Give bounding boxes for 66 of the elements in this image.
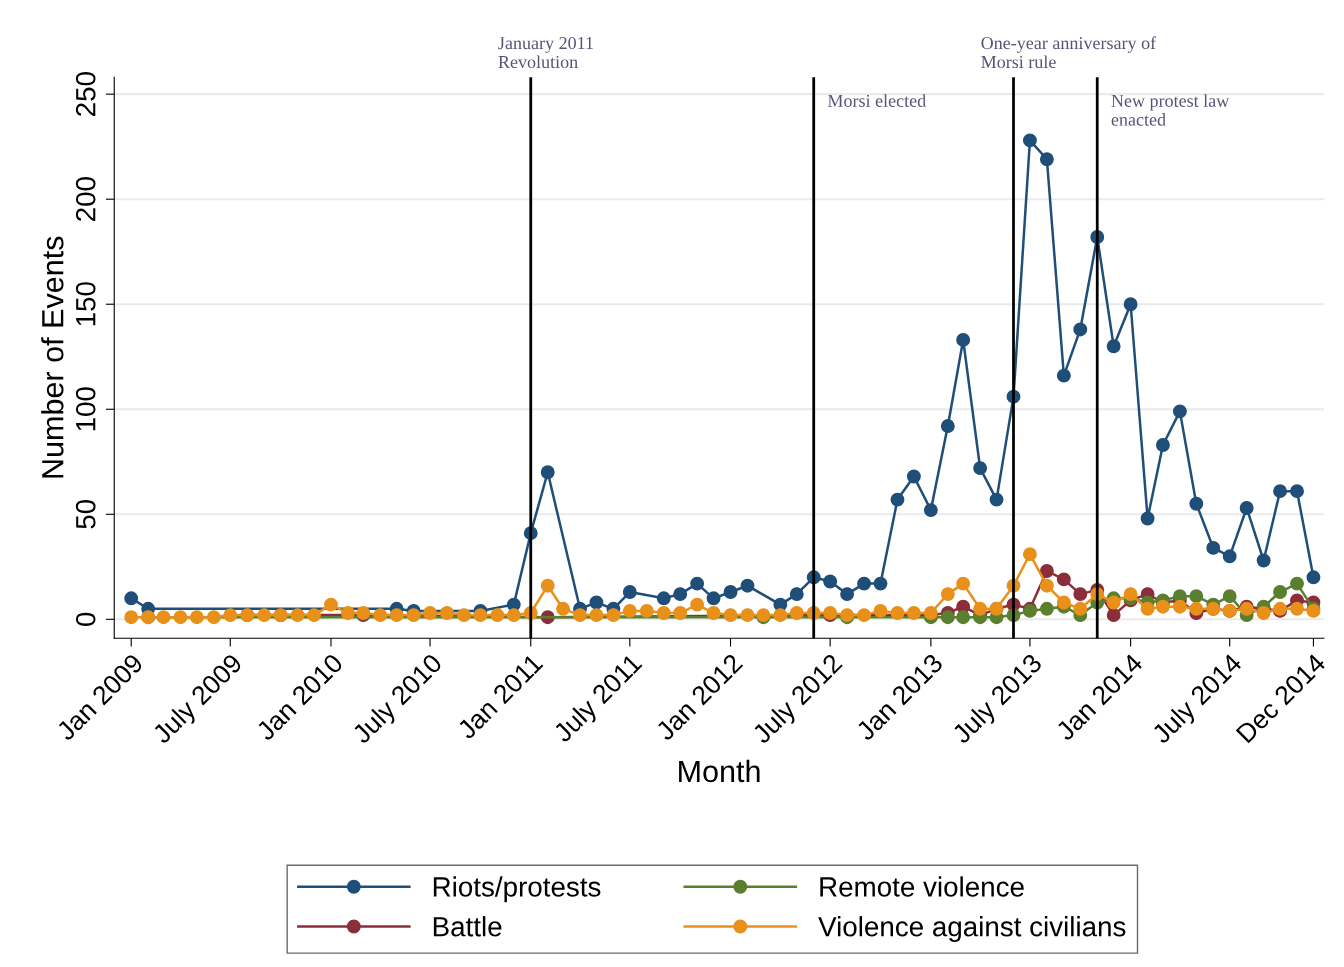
point [857, 576, 872, 591]
point [1056, 368, 1071, 383]
y-tick-label: 0 [75, 612, 96, 626]
legend-label: Riots/protests [433, 876, 601, 903]
point [923, 503, 938, 518]
point [1039, 152, 1054, 167]
point [1172, 404, 1187, 419]
ref-line-label: Morsi elected [827, 94, 926, 107]
point [1155, 438, 1170, 452]
point [1073, 587, 1088, 602]
point [1106, 339, 1121, 354]
point [540, 465, 555, 480]
ref-line-label: One-year anniversary of Morsi rule [981, 36, 1157, 69]
point [622, 585, 637, 599]
point [890, 492, 905, 507]
point [873, 576, 888, 591]
point [1290, 484, 1304, 499]
y-axis-title: Number of Events [41, 236, 64, 478]
point [1256, 553, 1271, 568]
point [1290, 576, 1304, 591]
point [823, 574, 838, 589]
y-tick-label: 150 [75, 282, 96, 326]
point [1273, 484, 1287, 499]
ref-line-label: January 2011 Revolution [498, 36, 593, 69]
point [1140, 511, 1155, 526]
point [740, 578, 755, 593]
point [1222, 589, 1237, 604]
point [1306, 570, 1321, 585]
point [906, 469, 921, 484]
point [1189, 496, 1204, 511]
point [1056, 572, 1071, 587]
legend-label: Violence against civilians [818, 916, 1126, 942]
point [656, 591, 671, 606]
point [956, 610, 971, 625]
point [1106, 608, 1121, 623]
point [589, 595, 604, 610]
point [1123, 297, 1138, 312]
x-axis-title: Month [679, 759, 760, 783]
point [989, 492, 1004, 507]
point [1222, 549, 1237, 564]
point [840, 587, 855, 602]
point [1206, 540, 1221, 555]
point [1039, 564, 1054, 578]
point [124, 591, 139, 606]
point [940, 610, 955, 625]
point [673, 587, 688, 602]
point [723, 585, 738, 599]
legend-label: Remote violence [820, 876, 1024, 897]
point [973, 461, 988, 476]
point [1239, 501, 1254, 515]
ref-line-label: New protest law enacted [1111, 94, 1230, 126]
point [1073, 322, 1088, 337]
point [690, 576, 705, 591]
point [940, 419, 955, 434]
point [789, 587, 804, 602]
y-tick-label: 250 [75, 72, 96, 116]
point [1273, 585, 1287, 599]
point [956, 332, 971, 347]
y-tick-label: 100 [75, 387, 96, 431]
point [1039, 601, 1054, 616]
point [1022, 133, 1037, 148]
point [706, 591, 721, 606]
legend-label: Battle [433, 916, 502, 937]
y-tick-label: 200 [75, 177, 96, 221]
point [1189, 589, 1204, 604]
y-tick-label: 50 [75, 499, 96, 529]
